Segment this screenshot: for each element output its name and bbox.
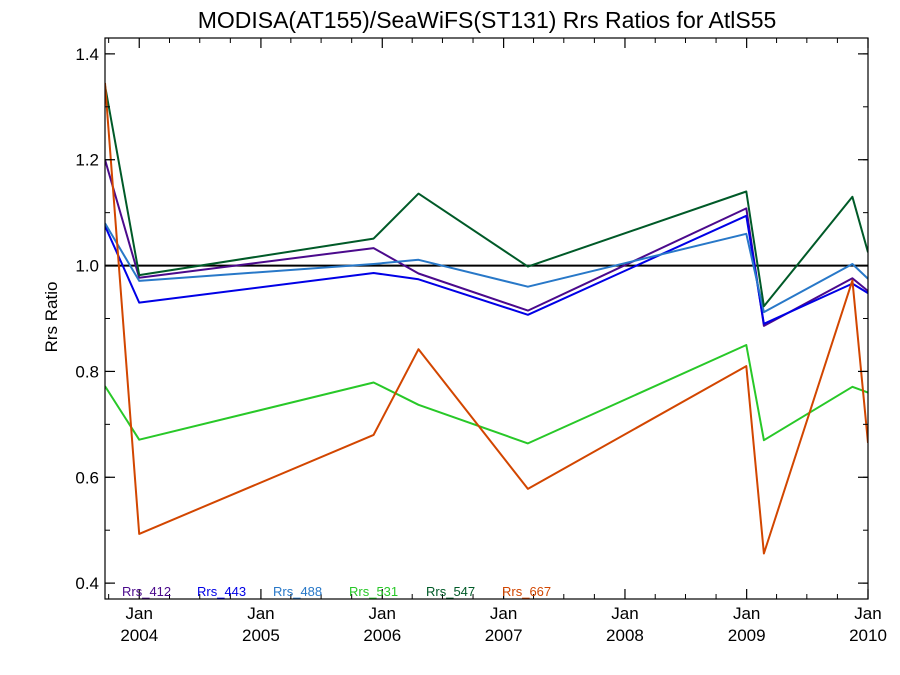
x-tick-label-year: 2004 <box>120 626 158 645</box>
legend-entry-rrs-667: Rrs_667 <box>502 584 551 599</box>
y-tick-label: 1.4 <box>75 45 99 64</box>
x-tick-label-month: Jan <box>854 604 881 623</box>
x-tick-label-month: Jan <box>490 604 517 623</box>
series-line-rrs-443 <box>105 214 868 325</box>
series-line-rrs-667 <box>105 82 868 555</box>
plot-frame <box>104 37 869 600</box>
y-tick-label: 0.8 <box>75 362 99 381</box>
y-tick-label: 0.4 <box>75 574 99 593</box>
x-tick-label-year: 2007 <box>485 626 523 645</box>
legend-entry-rrs-531: Rrs_531 <box>349 584 398 599</box>
series-line-rrs-547 <box>105 85 868 308</box>
x-tick-label-month: Jan <box>369 604 396 623</box>
y-tick-label: 1.2 <box>75 151 99 170</box>
x-tick-label-year: 2010 <box>849 626 887 645</box>
x-tick-label-year: 2008 <box>606 626 644 645</box>
legend-entry-rrs-443: Rrs_443 <box>197 584 246 599</box>
series-line-rrs-412 <box>105 159 868 327</box>
x-tick-label-year: 2005 <box>242 626 280 645</box>
y-tick-label: 0.6 <box>75 468 99 487</box>
y-tick-label: 1.0 <box>75 257 99 276</box>
x-tick-label-month: Jan <box>733 604 760 623</box>
legend-entry-rrs-488: Rrs_488 <box>273 584 322 599</box>
y-axis-label: Rrs Ratio <box>42 282 61 353</box>
x-tick-label-year: 2009 <box>728 626 766 645</box>
x-tick-label-month: Jan <box>611 604 638 623</box>
legend-entry-rrs-547: Rrs_547 <box>426 584 475 599</box>
series-line-rrs-488 <box>105 222 868 314</box>
x-tick-label-month: Jan <box>247 604 274 623</box>
series-line-rrs-531 <box>105 344 868 445</box>
x-tick-label-month: Jan <box>126 604 153 623</box>
x-tick-label-year: 2006 <box>363 626 401 645</box>
legend-entry-rrs-412: Rrs_412 <box>122 584 171 599</box>
chart-title: MODISA(AT155)/SeaWiFS(ST131) Rrs Ratios … <box>198 7 777 33</box>
